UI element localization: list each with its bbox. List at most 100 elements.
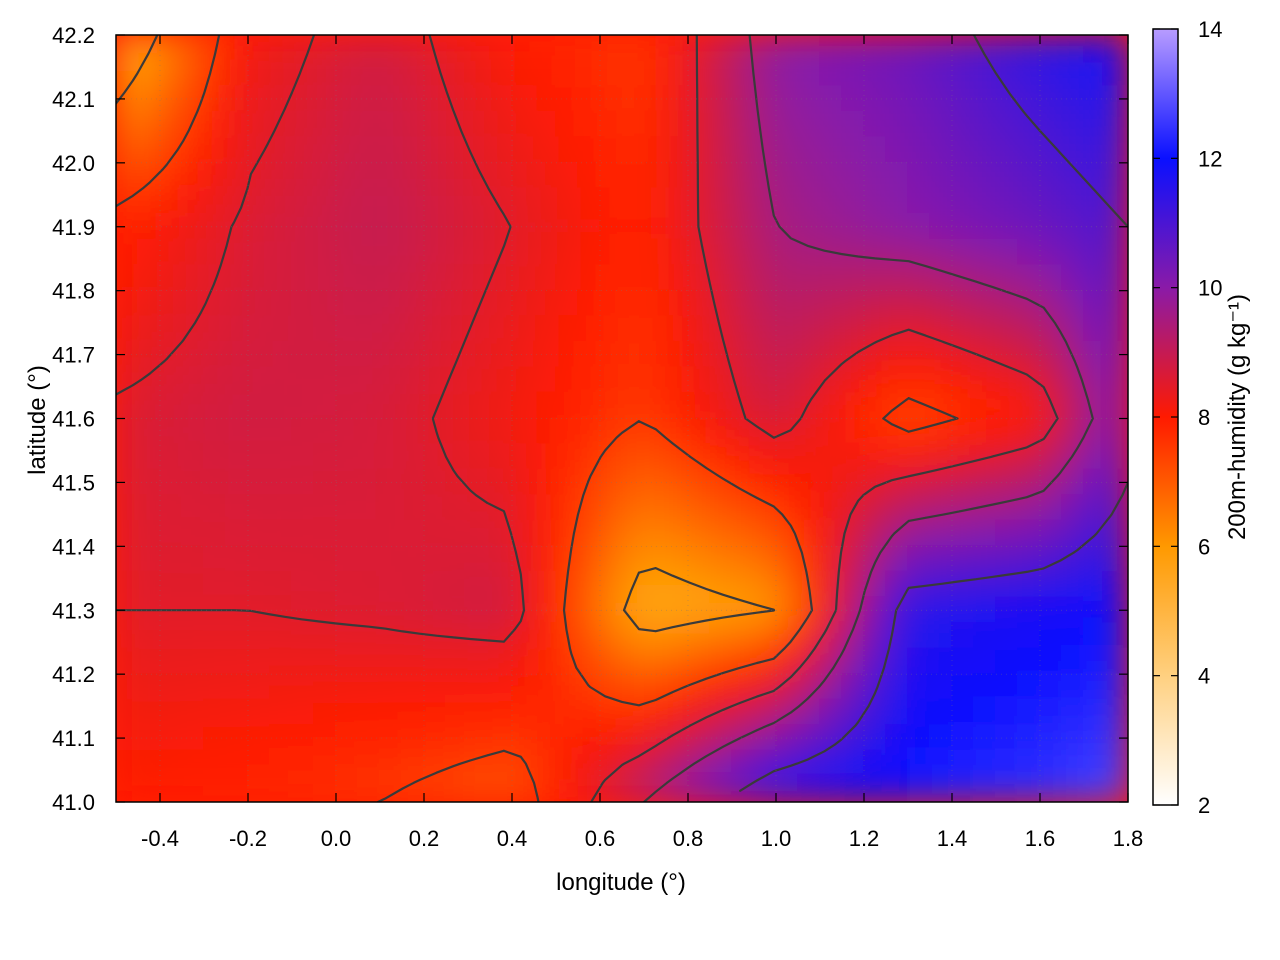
heat-cell: [467, 494, 491, 522]
colorbar-tick-label: 12: [1198, 146, 1222, 171]
heat-cell: [247, 622, 271, 650]
heat-cell: [863, 35, 887, 62]
heat-cell: [995, 161, 1019, 190]
heat-cell: [225, 391, 249, 420]
heat-cell: [291, 570, 315, 599]
heat-cell: [841, 238, 865, 267]
heat-cell: [775, 289, 799, 318]
heat-cell: [137, 443, 161, 471]
heat-cell: [577, 136, 601, 164]
heat-cell: [291, 238, 315, 267]
heat-cell: [116, 59, 139, 88]
heat-cell: [1083, 494, 1107, 522]
heat-cell: [819, 35, 843, 62]
heat-cell: [819, 366, 843, 394]
heat-cell: [1061, 519, 1085, 548]
heat-cell: [379, 417, 403, 446]
heat-cell: [511, 238, 535, 267]
heat-cell: [269, 622, 293, 650]
heat-cell: [137, 391, 161, 420]
heat-cell: [401, 35, 425, 62]
heat-cell: [995, 417, 1019, 446]
heat-cell: [1105, 673, 1128, 701]
heat-cell: [665, 494, 689, 522]
heat-cell: [159, 673, 183, 701]
heat-cell: [247, 366, 271, 394]
heat-cell: [313, 647, 337, 676]
heat-cell: [973, 749, 997, 778]
heat-cell: [797, 494, 821, 522]
heat-cell: [1061, 35, 1085, 62]
heat-cell: [291, 366, 315, 394]
colorbar-tick-label: 6: [1198, 534, 1210, 559]
heat-cell: [1017, 59, 1041, 88]
heat-cell: [555, 315, 579, 343]
heat-cell: [181, 187, 205, 215]
heat-cell: [929, 749, 953, 778]
heat-cell: [247, 212, 271, 241]
heat-cell: [335, 289, 359, 318]
heat-cell: [335, 35, 359, 62]
heat-cell: [335, 110, 359, 139]
heat-cell: [203, 110, 227, 139]
heat-cell: [137, 238, 161, 267]
heat-cell: [467, 187, 491, 215]
heat-cell: [775, 315, 799, 343]
heat-cell: [511, 59, 535, 88]
heat-cell: [665, 238, 689, 267]
heat-cell: [885, 749, 909, 778]
heat-cell: [1061, 622, 1085, 650]
heat-cell: [203, 187, 227, 215]
heat-cell: [885, 494, 909, 522]
heat-cell: [907, 443, 931, 471]
y-tick-label: 41.2: [52, 662, 95, 687]
heat-cell: [423, 673, 447, 701]
heat-cell: [379, 315, 403, 343]
heat-cell: [291, 443, 315, 471]
heat-cell: [621, 391, 645, 420]
heat-cell: [116, 417, 139, 446]
heat-cell: [116, 622, 139, 650]
heat-cell: [555, 443, 579, 471]
heat-cell: [1105, 161, 1128, 190]
heat-cell: [181, 417, 205, 446]
heat-cell: [247, 238, 271, 267]
heat-cell: [379, 673, 403, 701]
heat-cell: [577, 749, 601, 778]
heat-cell: [357, 468, 381, 497]
heat-cell: [643, 749, 667, 778]
heat-cell: [1039, 622, 1063, 650]
heat-cell: [159, 289, 183, 318]
heat-cell: [907, 161, 931, 190]
heat-cell: [1039, 59, 1063, 88]
heat-cell: [445, 289, 469, 318]
heat-cell: [995, 315, 1019, 343]
heat-cell: [665, 161, 689, 190]
heat-cell: [467, 110, 491, 139]
heat-cell: [775, 366, 799, 394]
heat-cell: [863, 110, 887, 139]
heat-cell: [907, 315, 931, 343]
heat-cell: [1039, 698, 1063, 727]
heat-cell: [379, 110, 403, 139]
heat-cell: [291, 673, 315, 701]
heat-cell: [489, 315, 513, 343]
heat-cell: [533, 622, 557, 650]
heat-cell: [1017, 724, 1041, 752]
heat-cell: [269, 161, 293, 190]
heat-cell: [973, 366, 997, 394]
heat-cell: [511, 110, 535, 139]
heat-cell: [995, 110, 1019, 139]
heat-cell: [643, 59, 667, 88]
heat-cell: [203, 264, 227, 292]
heat-cell: [225, 315, 249, 343]
heat-cell: [951, 238, 975, 267]
heat-cell: [797, 443, 821, 471]
heat-cell: [1017, 417, 1041, 446]
heat-cell: [335, 391, 359, 420]
heat-cell: [863, 289, 887, 318]
heat-cell: [995, 366, 1019, 394]
x-tick-label: 1.6: [1025, 826, 1056, 851]
heat-cell: [116, 238, 139, 267]
heat-cell: [335, 366, 359, 394]
